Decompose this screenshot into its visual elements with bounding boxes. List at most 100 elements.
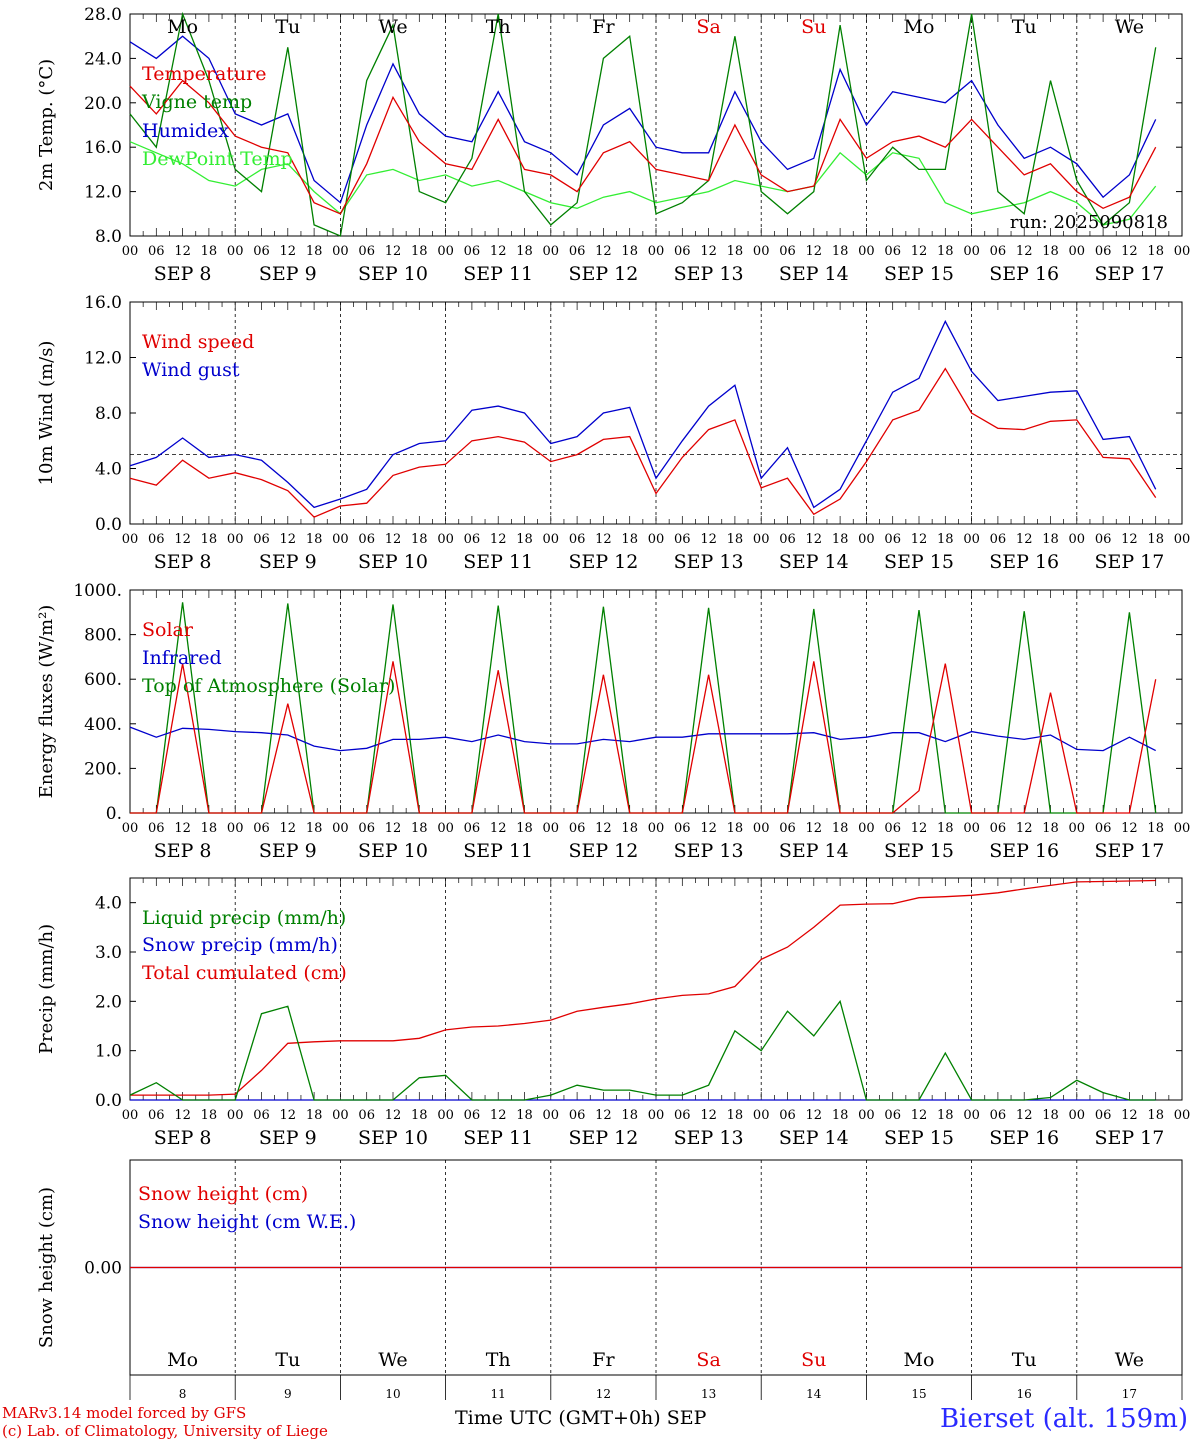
x-date-label: SEP 11 — [463, 263, 533, 285]
bottom-weekday-label: We — [1115, 1349, 1144, 1371]
y-tick-label: 400. — [84, 715, 122, 735]
weekday-label: Su — [801, 16, 826, 38]
x-hour-label: 18 — [411, 821, 428, 836]
x-date-label: SEP 11 — [463, 1127, 533, 1149]
x-hour-label: 06 — [779, 532, 796, 547]
x-hour-label: 06 — [884, 1108, 901, 1123]
y-axis-title: 2m Temp. (°C) — [36, 59, 57, 191]
x-hour-label: 06 — [464, 821, 481, 836]
x-date-label: SEP 9 — [259, 1127, 317, 1149]
x-date-label: SEP 8 — [154, 840, 212, 862]
station-label: Bierset (alt. 159m) — [939, 1404, 1188, 1434]
bottom-day-label: 17 — [1122, 1387, 1137, 1401]
x-hour-label: 06 — [253, 1108, 270, 1123]
x-hour-label: 18 — [201, 532, 218, 547]
x-date-label: SEP 14 — [779, 840, 849, 862]
x-hour-label: 06 — [358, 532, 375, 547]
y-tick-label: 1.0 — [95, 1042, 122, 1062]
x-hour-label: 12 — [1121, 532, 1138, 547]
x-hour-label: 06 — [990, 821, 1007, 836]
y-tick-label: 16.0 — [84, 293, 122, 313]
x-hour-label: 18 — [516, 821, 533, 836]
x-hour-label: 18 — [516, 1108, 533, 1123]
x-hour-label: 18 — [937, 244, 954, 259]
panel-frame — [129, 589, 1183, 814]
x-hour-label: 18 — [832, 532, 849, 547]
x-hour-label: 18 — [937, 1108, 954, 1123]
x-date-label: SEP 12 — [568, 840, 638, 862]
legend-entry: Snow height (cm W.E.) — [138, 1211, 356, 1233]
x-hour-label: 00 — [1069, 1108, 1086, 1123]
x-hour-label: 18 — [621, 1108, 638, 1123]
bottom-day-label: 12 — [596, 1387, 611, 1401]
x-hour-label: 18 — [727, 244, 744, 259]
x-hour-label: 12 — [806, 532, 823, 547]
series-line-temperature — [129, 79, 1157, 215]
x-hour-label: 12 — [174, 821, 191, 836]
x-hour-label: 12 — [595, 1108, 612, 1123]
y-tick-label: 8.0 — [95, 227, 122, 247]
x-hour-label: 18 — [1042, 1108, 1059, 1123]
x-hour-label: 06 — [779, 244, 796, 259]
x-hour-label: 06 — [464, 532, 481, 547]
x-date-label: SEP 9 — [259, 840, 317, 862]
x-hour-label: 18 — [306, 244, 323, 259]
x-hour-label: 12 — [490, 532, 507, 547]
x-date-label: SEP 11 — [463, 840, 533, 862]
x-hour-label: 00 — [332, 532, 349, 547]
x-hour-label: 06 — [148, 532, 165, 547]
x-hour-label: 06 — [569, 532, 586, 547]
y-tick-label: 28.0 — [84, 5, 122, 25]
x-hour-label: 12 — [806, 244, 823, 259]
x-date-label: SEP 17 — [1094, 263, 1164, 285]
x-hour-label: 00 — [437, 244, 454, 259]
x-hour-label: 18 — [516, 532, 533, 547]
x-date-label: SEP 15 — [884, 840, 954, 862]
x-date-label: SEP 14 — [779, 551, 849, 573]
x-hour-label: 00 — [122, 532, 139, 547]
legend-entry: Solar — [142, 619, 194, 641]
x-hour-label: 12 — [700, 244, 717, 259]
x-hour-label: 12 — [700, 1108, 717, 1123]
x-hour-label: 18 — [727, 1108, 744, 1123]
x-hour-label: 18 — [937, 532, 954, 547]
x-hour-label: 00 — [753, 1108, 770, 1123]
x-hour-label: 12 — [595, 821, 612, 836]
x-hour-label: 00 — [858, 532, 875, 547]
x-date-label: SEP 16 — [989, 840, 1059, 862]
weekday-label: We — [1115, 16, 1144, 38]
series-line-wind-speed — [129, 367, 1157, 518]
x-hour-label: 06 — [779, 1108, 796, 1123]
x-hour-label: 00 — [648, 244, 665, 259]
x-hour-label: 06 — [253, 244, 270, 259]
x-hour-label: 06 — [990, 532, 1007, 547]
x-hour-label: 12 — [490, 244, 507, 259]
y-tick-label: 4.0 — [95, 894, 122, 914]
x-hour-label: 18 — [621, 244, 638, 259]
x-hour-label: 00 — [437, 821, 454, 836]
model-credit: MARv3.14 model forced by GFS — [2, 1404, 247, 1422]
x-hour-label: 12 — [385, 244, 402, 259]
run-label: run: 2025090818 — [1010, 212, 1168, 233]
x-date-label: SEP 16 — [989, 1127, 1059, 1149]
x-hour-label: 00 — [1174, 1108, 1191, 1123]
x-hour-label: 06 — [1095, 532, 1112, 547]
x-hour-label: 18 — [1147, 1108, 1164, 1123]
x-hour-label: 12 — [1121, 1108, 1138, 1123]
bottom-day-label: 15 — [911, 1387, 926, 1401]
weekday-label: Tu — [1012, 16, 1037, 38]
y-tick-label: 1000. — [73, 581, 122, 601]
x-hour-label: 06 — [1095, 244, 1112, 259]
y-axis-title: Energy fluxes (W/m²) — [36, 605, 57, 799]
y-tick-label: 24.0 — [84, 49, 122, 69]
bottom-weekday-label: Su — [801, 1349, 826, 1371]
y-tick-label: 20.0 — [84, 94, 122, 114]
x-hour-label: 00 — [963, 532, 980, 547]
y-axis-title: Precip (mm/h) — [36, 924, 57, 1054]
x-hour-label: 06 — [358, 1108, 375, 1123]
x-hour-label: 18 — [727, 532, 744, 547]
x-hour-label: 06 — [569, 821, 586, 836]
bottom-weekday-label: Tu — [1012, 1349, 1037, 1371]
series-line-infrared — [129, 726, 1156, 752]
